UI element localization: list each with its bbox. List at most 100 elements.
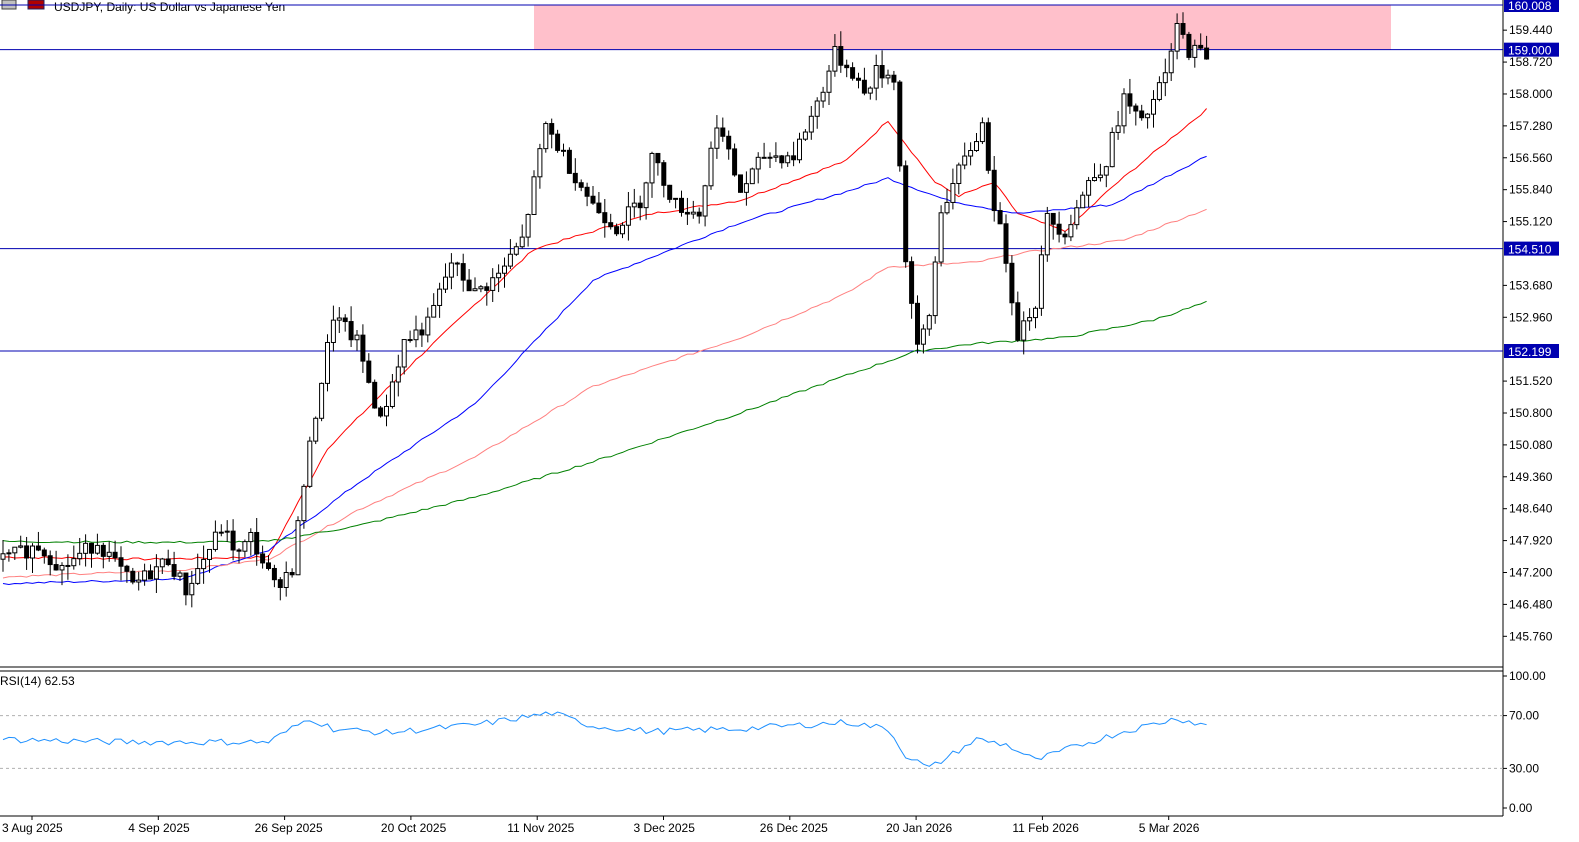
candle-body bbox=[962, 155, 968, 166]
candle-body bbox=[1103, 166, 1109, 176]
candle-body bbox=[915, 302, 920, 345]
candle-body bbox=[277, 579, 283, 588]
candle-body bbox=[437, 288, 443, 306]
y-tick-label: 149.360 bbox=[1509, 470, 1553, 484]
candle-body bbox=[826, 70, 832, 93]
candle-body bbox=[502, 265, 507, 274]
price-tag-label: 160.008 bbox=[1508, 0, 1552, 13]
candle-body bbox=[89, 542, 94, 554]
symbol-title: USDJPY, Daily: US Dollar vs Japanese Yen bbox=[54, 0, 285, 14]
candle-body bbox=[230, 530, 236, 551]
candle-body bbox=[620, 224, 625, 235]
candle-body bbox=[608, 222, 614, 228]
candle-body bbox=[207, 548, 212, 560]
candle-body bbox=[1121, 93, 1127, 127]
candle-body bbox=[791, 155, 797, 161]
candle-body bbox=[165, 558, 171, 566]
candle-body bbox=[584, 186, 590, 197]
candle-body bbox=[950, 182, 956, 203]
candle-body bbox=[6, 552, 12, 555]
price-tag bbox=[1504, 241, 1559, 256]
candle-body bbox=[1068, 224, 1074, 238]
candle-body bbox=[189, 582, 195, 596]
candle-body bbox=[808, 115, 814, 133]
candle-body bbox=[625, 206, 631, 226]
resistance-zone bbox=[534, 5, 1391, 50]
candle-body bbox=[891, 74, 897, 83]
candle-body bbox=[47, 555, 53, 566]
time-axis: 3 Aug 2025 4 Sep 2025 26 Sep 2025 20 Oct 20… bbox=[2, 816, 1200, 835]
y-tick-label: 157.280 bbox=[1509, 119, 1553, 133]
candle-body bbox=[389, 381, 395, 407]
y-tick-label: 146.480 bbox=[1509, 597, 1553, 611]
y-tick-label: 145.760 bbox=[1509, 629, 1553, 643]
price-tag-label: 152.199 bbox=[1508, 345, 1552, 359]
price-axis: 159.440 158.720 158.000 157.280 156.560 155.8… bbox=[1503, 23, 1553, 643]
candle-body bbox=[643, 182, 649, 209]
candle-body bbox=[201, 558, 207, 570]
candle-body bbox=[342, 317, 348, 323]
candle-body bbox=[732, 148, 738, 176]
candle-body bbox=[372, 381, 378, 409]
candle-body bbox=[543, 123, 549, 150]
candle-body bbox=[0, 553, 6, 560]
candle-body bbox=[1027, 317, 1033, 322]
candle-body bbox=[466, 279, 472, 292]
candle-body bbox=[909, 261, 915, 304]
price-tag-label: 154.510 bbox=[1508, 243, 1552, 257]
y-tick-label: 155.120 bbox=[1509, 215, 1553, 229]
y-tick-label: 152.960 bbox=[1509, 310, 1553, 324]
candle-body bbox=[1009, 262, 1015, 304]
candle-body bbox=[100, 544, 106, 557]
candle-body bbox=[1186, 33, 1192, 58]
candle-body bbox=[861, 79, 867, 94]
candle-body bbox=[490, 277, 496, 291]
candle-body bbox=[596, 202, 602, 214]
candle-body bbox=[873, 65, 879, 89]
candle-body bbox=[260, 553, 266, 564]
candle-body bbox=[838, 46, 844, 66]
candle-body bbox=[749, 168, 755, 185]
candle-body bbox=[289, 571, 295, 576]
rsi-line bbox=[2, 711, 1207, 767]
candle-body bbox=[979, 122, 985, 143]
candle-body bbox=[525, 213, 531, 238]
candle-body bbox=[1074, 207, 1080, 226]
candle-body bbox=[755, 156, 761, 170]
candle-body bbox=[24, 545, 30, 559]
candle-body bbox=[71, 558, 77, 567]
candle-body bbox=[484, 286, 490, 291]
candle-body bbox=[431, 304, 437, 318]
candle-body bbox=[336, 317, 342, 321]
candle-body bbox=[743, 183, 749, 193]
candlesticks bbox=[0, 12, 1210, 608]
candle-body bbox=[266, 562, 271, 569]
x-tick-label: 26 Sep 2025 bbox=[255, 821, 323, 835]
candle-body bbox=[614, 226, 620, 235]
candle-body bbox=[991, 169, 997, 212]
candle-body bbox=[761, 156, 767, 159]
candle-body bbox=[932, 261, 938, 317]
candle-body bbox=[218, 531, 224, 534]
candle-body bbox=[702, 185, 708, 217]
moving-averages bbox=[2, 108, 1207, 586]
candle-body bbox=[118, 557, 124, 567]
candle-body bbox=[1056, 223, 1062, 235]
ema_200-line bbox=[2, 300, 1207, 544]
candle-body bbox=[549, 123, 555, 135]
candle-body bbox=[413, 329, 419, 341]
candle-body bbox=[555, 133, 561, 151]
candle-body bbox=[242, 541, 248, 552]
candle-body bbox=[714, 127, 720, 149]
candle-body bbox=[83, 542, 89, 554]
candle-body bbox=[1109, 131, 1115, 168]
candle-body bbox=[148, 570, 153, 580]
candle-body bbox=[254, 531, 260, 555]
candle-body bbox=[513, 246, 519, 255]
x-tick-label: 3 Aug 2025 bbox=[2, 821, 63, 835]
candle-body bbox=[820, 91, 826, 102]
candle-body bbox=[566, 149, 572, 174]
y-tick-label: 156.560 bbox=[1509, 151, 1553, 165]
candle-body bbox=[248, 531, 254, 543]
header: USDJPY, Daily: US Dollar vs Japanese Yen bbox=[1, 0, 285, 14]
